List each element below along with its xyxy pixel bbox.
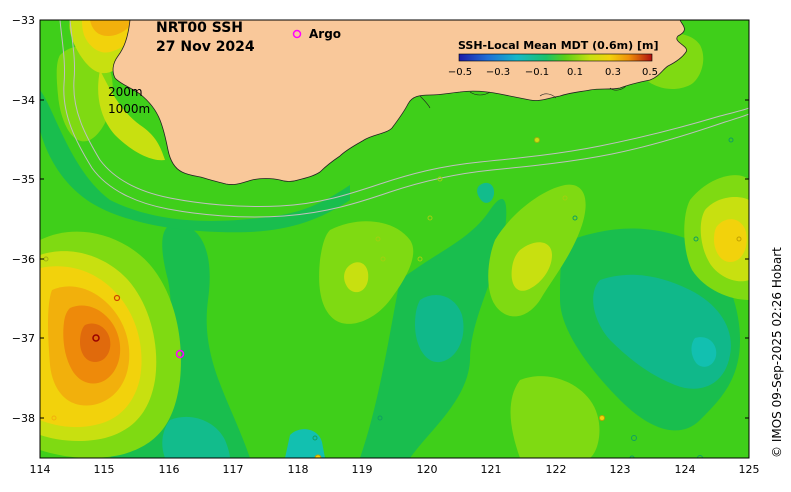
ssh-peak-central-east	[511, 242, 552, 291]
warm-eddy-ring-5	[80, 323, 111, 362]
argo-float[interactable]	[92, 334, 100, 342]
argo-float[interactable]	[377, 415, 383, 421]
ssh-trough-east-core	[691, 337, 717, 367]
y-tick-label: −34	[12, 94, 35, 107]
y-tick-label: −37	[12, 332, 35, 345]
x-tick-label: 121	[481, 463, 502, 476]
shelf-warm-core	[90, 20, 135, 36]
argo-float[interactable]	[175, 349, 185, 359]
x-tick-label: 118	[288, 463, 309, 476]
argo-float[interactable]	[427, 215, 433, 221]
argo-float[interactable]	[697, 455, 703, 461]
argo-float[interactable]	[43, 256, 49, 262]
land-coast-detail	[419, 85, 627, 109]
x-tick-label: 120	[417, 463, 438, 476]
y-axis: −33 −34 −35 −36 −37 −38	[12, 14, 749, 425]
argo-float[interactable]	[51, 415, 57, 421]
colorbar-tick: 0.1	[567, 67, 583, 78]
colorbar-tick: −0.5	[448, 67, 472, 78]
argo-legend-icon	[292, 29, 302, 39]
argo-float[interactable]	[693, 236, 699, 242]
colorbar-tick: −0.1	[525, 67, 549, 78]
contour-label-1000m: 1000m	[108, 102, 150, 116]
argo-float[interactable]	[562, 195, 568, 201]
map-title-line1: NRT00 SSH	[156, 20, 243, 36]
ssh-peak-central-west	[344, 262, 369, 293]
x-tick-label: 122	[546, 463, 567, 476]
x-tick-label: 124	[675, 463, 696, 476]
argo-float[interactable]	[113, 294, 121, 302]
ssh-trough-center	[415, 295, 464, 363]
argo-float[interactable]	[629, 455, 635, 460]
map-plot-area	[40, 20, 749, 461]
imos-credit: © IMOS 09-Sep-2025 02:26 Hobart	[770, 247, 784, 458]
argo-legend-label: Argo	[309, 27, 341, 41]
x-tick-label: 119	[352, 463, 373, 476]
y-tick-label: −33	[12, 14, 35, 27]
y-tick-label: −36	[12, 253, 35, 266]
ssh-high-south	[510, 376, 600, 458]
colorbar-tick: 0.5	[642, 67, 658, 78]
argo-float[interactable]	[572, 215, 578, 221]
x-tick-label: 123	[610, 463, 631, 476]
colorbar: SSH-Local Mean MDT (0.6m) [m] −0.5 −0.3 …	[448, 39, 659, 78]
y-tick-label: −35	[12, 173, 35, 186]
argo-float[interactable]	[631, 435, 637, 441]
ssh-low-band-west	[160, 224, 250, 458]
colorbar-tick: 0.3	[605, 67, 621, 78]
contour-200m	[69, 20, 749, 208]
argo-float[interactable]	[736, 236, 742, 242]
colorbar-gradient	[458, 53, 653, 62]
plot-frame	[39, 19, 750, 459]
argo-float[interactable]	[437, 176, 443, 182]
argo-float[interactable]	[380, 256, 386, 262]
contour-1000m	[59, 20, 749, 218]
argo-float[interactable]	[417, 256, 423, 262]
ssh-trough-south	[162, 416, 230, 458]
argo-float[interactable]	[728, 137, 734, 143]
y-tick-label: −38	[12, 412, 35, 425]
x-tick-label: 117	[223, 463, 244, 476]
x-tick-label: 115	[94, 463, 115, 476]
argo-float[interactable]	[312, 435, 318, 441]
argo-float[interactable]	[534, 137, 540, 143]
coastal-band	[98, 70, 165, 161]
argo-float[interactable]	[375, 236, 381, 242]
x-tick-label: 114	[30, 463, 51, 476]
colorbar-title: SSH-Local Mean MDT (0.6m) [m]	[458, 39, 658, 52]
argo-float[interactable]	[314, 454, 322, 461]
map-title-line2: 27 Nov 2024	[156, 39, 255, 55]
x-tick-label: 116	[159, 463, 180, 476]
ssh-trough-small	[477, 182, 495, 203]
argo-float[interactable]	[599, 415, 605, 421]
contour-label-200m: 200m	[108, 85, 143, 99]
x-axis: 114 115 116 117 118 119 120 121 122 123 …	[30, 463, 760, 476]
colorbar-tick: −0.3	[486, 67, 510, 78]
x-tick-label: 125	[739, 463, 760, 476]
ssh-peak-east-core	[714, 219, 747, 262]
